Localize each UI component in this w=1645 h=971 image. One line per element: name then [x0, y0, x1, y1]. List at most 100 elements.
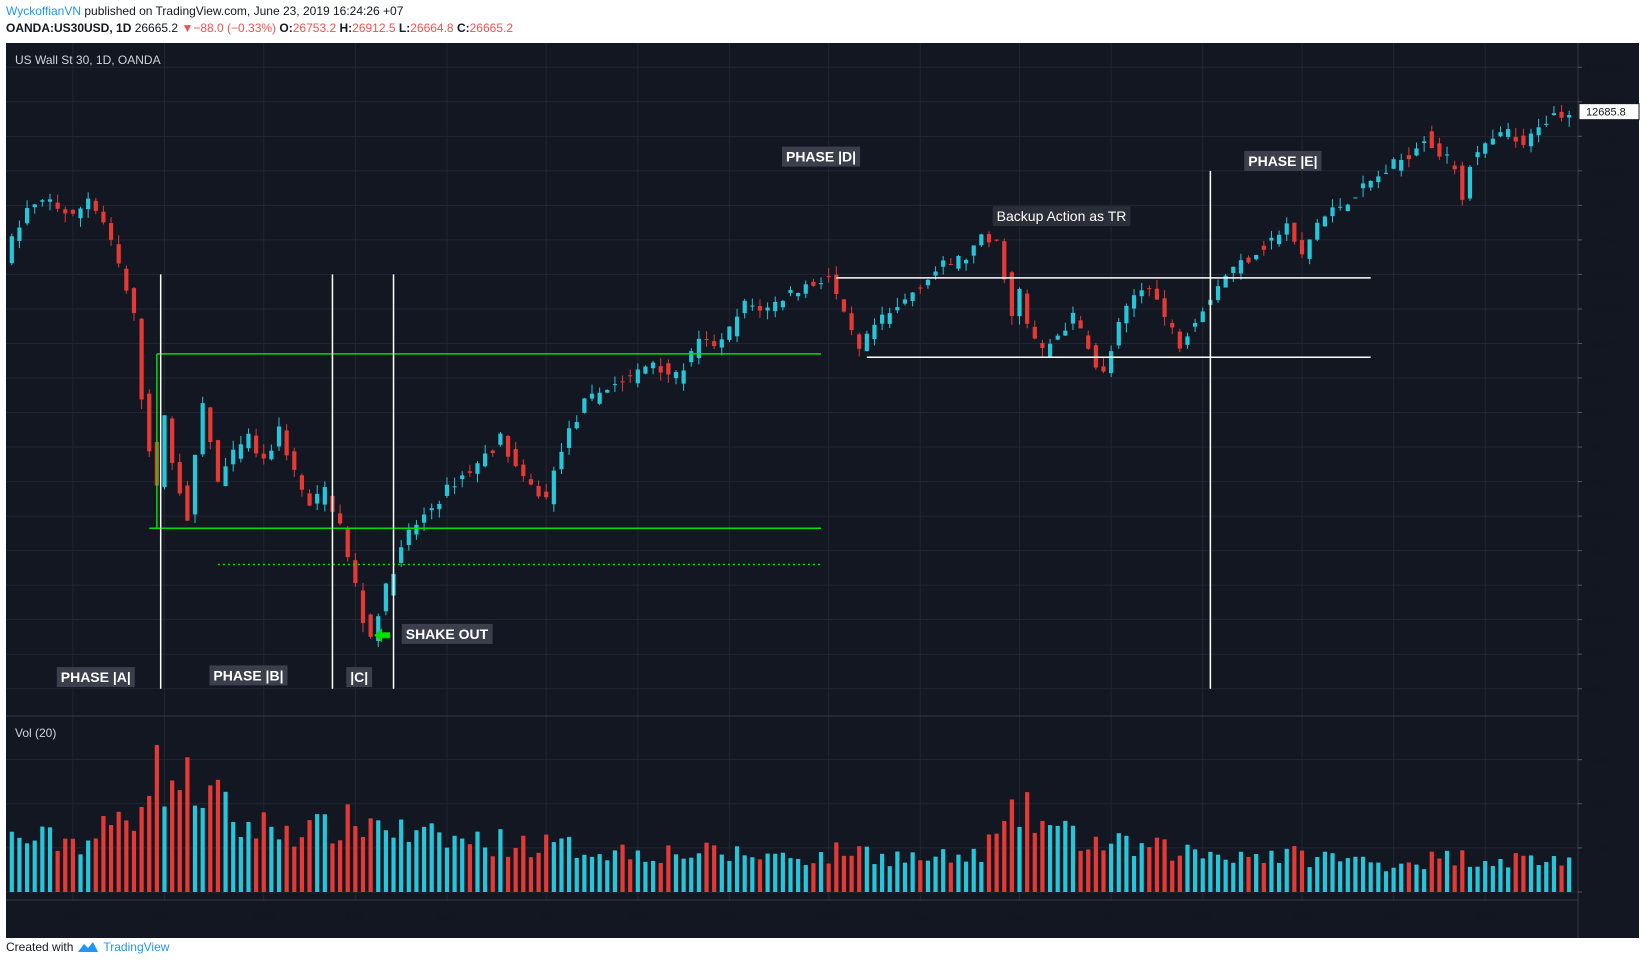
candle-body	[979, 234, 984, 246]
candle-body	[986, 234, 992, 243]
volume-bar	[124, 820, 129, 892]
volume-bar	[933, 856, 938, 892]
symbol-info: OANDA:US30USD, 1D 26665.2 ▼−88.0 (−0.33%…	[6, 21, 513, 35]
time-axis[interactable]: Sep Nov 2009 Mar May Jul Sep Nov 2010 Mar May Jul Se…	[63, 911, 1495, 923]
price-axis[interactable]: 13200.012800.012400.012000.011600.011200…	[1578, 62, 1640, 696]
candle-body	[399, 547, 404, 563]
price-tick-label: 7200.0	[1585, 580, 1619, 592]
candle-body	[1444, 154, 1450, 156]
price-tick-label: 6800.0	[1585, 615, 1619, 627]
candle-body	[1292, 222, 1297, 242]
volume-bar	[498, 829, 503, 892]
candle-body	[1009, 272, 1014, 316]
tradingview-link[interactable]: TradingView	[103, 940, 170, 954]
volume-bar	[1536, 865, 1541, 892]
candle-body	[1055, 335, 1060, 340]
volume-bar	[139, 806, 144, 892]
candle-body	[162, 415, 167, 488]
candle-body	[1238, 260, 1244, 274]
candle-body	[1025, 293, 1030, 324]
volume-bar	[162, 806, 167, 892]
candle-body	[643, 366, 648, 374]
volume-bar	[1330, 853, 1335, 892]
volume-bar	[1246, 856, 1251, 892]
volume-bar	[1139, 843, 1144, 892]
volume-bar	[93, 838, 98, 892]
volume-bar	[544, 834, 549, 892]
time-tick-label: Nov	[155, 911, 175, 923]
annotation-text: PHASE |D|	[786, 149, 856, 165]
volume-bar	[170, 780, 175, 892]
candle-body	[299, 475, 305, 490]
volume-bar	[421, 826, 427, 892]
volume-bar	[864, 846, 869, 892]
volume-bar	[383, 830, 388, 892]
volume-bar	[902, 862, 908, 892]
close-value: 26665.2	[469, 21, 514, 35]
time-tick-label: Nov	[1292, 911, 1312, 923]
volume-bar	[1353, 856, 1358, 892]
volume-tick-label: 30K	[1590, 755, 1610, 767]
annotation-background	[346, 667, 373, 688]
volume-bar	[1475, 866, 1480, 892]
annotation-label[interactable]: SHAKE OUT	[401, 623, 493, 644]
volume-bar	[284, 825, 289, 892]
candle-body	[696, 338, 701, 358]
candle-body	[177, 462, 182, 494]
volume-axis[interactable]: 30K 20K 10K 0	[1578, 755, 1610, 899]
volume-bar	[605, 860, 610, 892]
candle-body	[116, 244, 121, 264]
candle-body	[1185, 336, 1190, 345]
volume-bar	[1406, 862, 1411, 892]
annotation-label[interactable]: PHASE |A|	[56, 667, 135, 688]
candle-body	[544, 491, 549, 498]
volume-bar	[1360, 856, 1366, 892]
annotation-text: PHASE |E|	[1248, 153, 1317, 169]
candle-body	[1406, 155, 1411, 160]
volume-bar	[1154, 837, 1160, 892]
volume-bar	[1299, 850, 1305, 892]
candle-body	[605, 389, 610, 393]
candle-body	[444, 484, 450, 496]
volume-bar	[712, 845, 717, 892]
volume-bar	[1162, 839, 1167, 892]
time-tick-label: Mar	[346, 911, 365, 923]
candle-body	[872, 324, 877, 339]
annotation-label[interactable]: PHASE |E|	[1244, 150, 1322, 171]
candle-body	[574, 422, 579, 429]
volume-bar	[1528, 855, 1534, 892]
author-link[interactable]: WyckoffianVN	[6, 4, 82, 18]
candle-body	[1544, 123, 1549, 125]
annotation-label[interactable]: PHASE |D|	[781, 146, 861, 167]
volume-bar	[788, 858, 793, 892]
volume-bar	[750, 857, 755, 892]
volume-bar	[658, 862, 663, 892]
candle-body	[1231, 266, 1236, 273]
volume-bar	[757, 859, 763, 892]
annotation-label[interactable]: PHASE |B|	[209, 665, 288, 686]
price-tick-label: 11600.0	[1585, 200, 1624, 212]
candle-body	[1536, 127, 1541, 136]
volume-bar	[1215, 854, 1221, 892]
volume-bar	[437, 832, 442, 892]
time-tick-label: May	[1009, 911, 1030, 923]
volume-bar	[1414, 864, 1419, 892]
volume-bar	[880, 853, 885, 892]
volume-bar	[826, 863, 831, 892]
candle-body	[1383, 172, 1389, 174]
candle-body	[910, 292, 915, 301]
candle-body	[1254, 255, 1259, 260]
volume-tick-label: 10K	[1590, 843, 1610, 855]
candle-body	[849, 313, 854, 331]
volume-bar	[1437, 858, 1442, 892]
candle-body	[376, 616, 381, 641]
candle-body	[941, 260, 946, 267]
volume-bar	[1193, 849, 1198, 892]
volume-bar	[101, 815, 106, 892]
volume-bar	[246, 821, 251, 892]
candle-body	[246, 433, 251, 449]
volume-bar	[1032, 832, 1037, 892]
annotation-label[interactable]: Backup Action as TR	[992, 206, 1131, 227]
annotation-label[interactable]: |C|	[346, 667, 373, 688]
